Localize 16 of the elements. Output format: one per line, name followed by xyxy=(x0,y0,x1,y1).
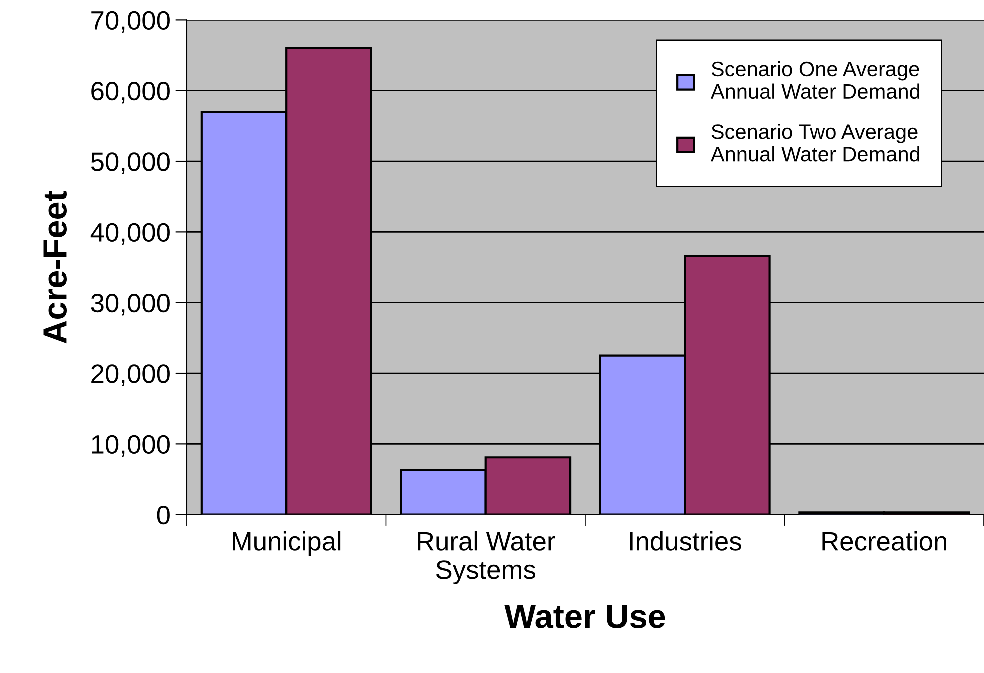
x-tick-label: Rural Water Systems xyxy=(418,532,556,585)
x-axis-title: Water Use xyxy=(504,605,666,628)
y-tick-label: 40,000 xyxy=(90,223,170,246)
x-tick-label: Industries xyxy=(630,532,742,551)
x-tick-label: Municipal xyxy=(233,532,341,556)
y-tick-label: 50,000 xyxy=(91,152,170,174)
x-tick-label: Recreation xyxy=(822,532,946,551)
y-tick-label: 0 xyxy=(157,506,170,525)
y-axis-title: Acre-Feet xyxy=(44,191,68,344)
legend-label: Scenario Two Average Annual Water Demand xyxy=(710,124,920,162)
y-tick-label: 70,000 xyxy=(92,11,170,34)
y-tick-label: 60,000 xyxy=(92,82,170,104)
y-tick-label: 10,000 xyxy=(92,435,170,458)
y-tick-label: 30,000 xyxy=(91,294,170,316)
legend-label: Scenario One Average Annual Water Demand xyxy=(710,61,920,100)
y-tick-label: 20,000 xyxy=(92,364,170,386)
